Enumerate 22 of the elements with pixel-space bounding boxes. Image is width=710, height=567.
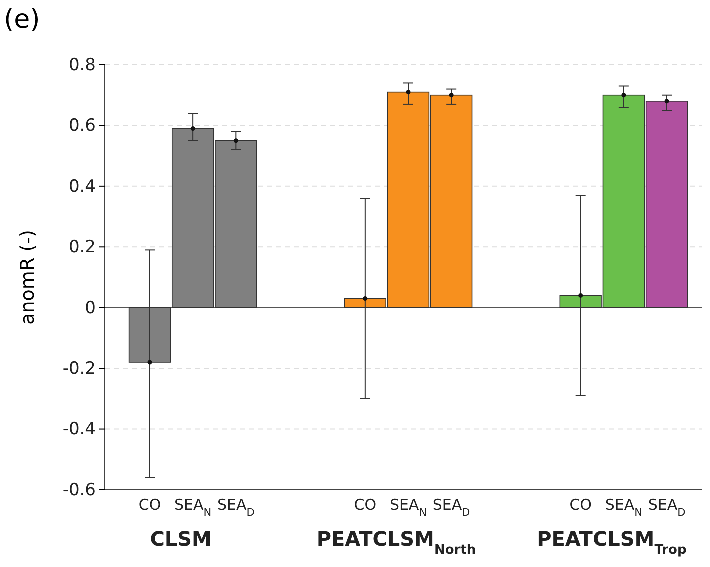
text: PEATCLSM$_{North}$ [316, 527, 476, 558]
y-tick-label: 0.8 [68, 55, 96, 76]
text: CLSM [150, 527, 212, 551]
text: PEATCLSM$_{Trop}$ [537, 527, 687, 558]
x-tick-label: CO [138, 496, 162, 514]
x-tick-label: SEA$_{N}$ [174, 496, 212, 519]
x-tick-label: SEA$_{N}$ [605, 496, 642, 519]
y-tick-label: -0.6 [62, 480, 96, 500]
y-tick-label: 0.2 [68, 238, 96, 258]
y-tick-label: -0.2 [62, 359, 96, 380]
x-tick-label: SEA$_{D}$ [217, 496, 255, 519]
y-tick-label: 0.4 [68, 176, 96, 197]
y-tick-label: -0.4 [62, 420, 96, 440]
x-tick-label: SEA$_{D}$ [432, 496, 470, 519]
x-tick-label: SEA$_{D}$ [648, 496, 686, 519]
x-tick-label: SEA$_{N}$ [390, 496, 428, 519]
x-tick-label: CO [354, 496, 377, 514]
y-axis-title: anomR (-) [17, 230, 39, 325]
y-tick-label: 0.6 [68, 116, 96, 136]
x-tick-label: CO [570, 496, 592, 514]
y-tick-label: 0 [85, 298, 96, 318]
chart-title: (e) [4, 5, 40, 35]
